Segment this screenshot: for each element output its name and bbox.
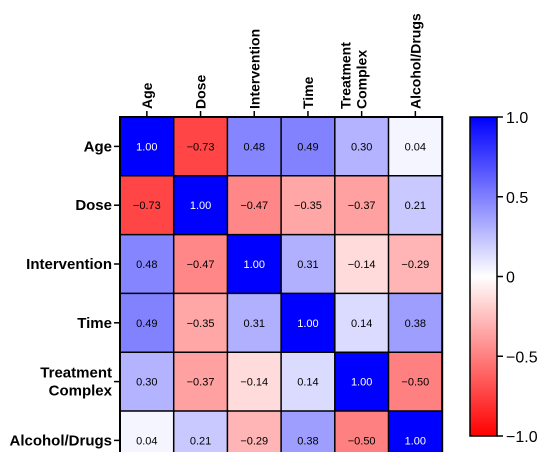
row-label: Intervention — [26, 256, 112, 273]
cell-value-label: 1.00 — [244, 259, 265, 271]
heatmap-cell — [227, 411, 282, 452]
cell-value-label: −0.73 — [133, 200, 161, 212]
heatmap-cell — [120, 234, 174, 294]
cell-value-label: −0.29 — [401, 259, 429, 271]
cell-value-label: 0.48 — [244, 141, 265, 153]
colorbar-gradient — [469, 116, 498, 437]
heatmap-cell — [227, 293, 282, 353]
column-label: Alcohol/Drugs — [407, 13, 423, 109]
heatmap-cell — [334, 411, 389, 452]
cell-value-label: −0.47 — [240, 200, 268, 212]
cell-value-label: 0.31 — [244, 318, 265, 330]
heatmap-cells: 1.00 −0.73 0.48 0.49 0.30 0.04 −0.73 1.00 −0.47 −… — [120, 117, 443, 452]
heatmap-cell — [388, 117, 443, 177]
column-label: Age — [139, 82, 155, 109]
cell-value-label: 0.30 — [351, 141, 372, 153]
heatmap-cell — [388, 293, 443, 353]
column-labels: Age Dose Intervention Time Treatment Complex A… — [139, 13, 423, 117]
cell-value-label: 0.21 — [190, 435, 211, 447]
cell-value-label: 1.00 — [136, 141, 157, 153]
heatmap-cell — [173, 293, 228, 353]
heatmap-gridlines — [119, 116, 444, 452]
column-label: Intervention — [246, 29, 262, 109]
cell-value-label: −0.14 — [348, 259, 376, 271]
cell-value-label: 0.30 — [136, 377, 157, 389]
heatmap-cell — [334, 234, 389, 294]
cell-value-label: 0.38 — [405, 318, 426, 330]
cell-value-label: −0.35 — [187, 318, 215, 330]
heatmap-cell — [173, 117, 228, 177]
colorbar-tick-label: 1.0 — [506, 110, 528, 127]
column-label: Time — [300, 76, 316, 109]
column-label: Complex — [354, 50, 370, 109]
heatmap-cell — [173, 411, 228, 452]
colorbar-tick-label: −0.5 — [506, 349, 538, 366]
heatmap-cell — [388, 175, 443, 235]
cell-value-label: 1.00 — [297, 318, 318, 330]
heatmap-cell — [281, 411, 336, 452]
colorbar-tick-label: 0 — [506, 270, 515, 287]
cell-value-label: 1.00 — [351, 377, 372, 389]
heatmap-cell — [120, 293, 174, 353]
heatmap-cell — [120, 352, 174, 412]
cell-value-label: 0.49 — [297, 141, 318, 153]
row-label: Dose — [75, 197, 112, 214]
cell-value-label: 0.14 — [351, 318, 372, 330]
heatmap-cell — [388, 234, 443, 294]
cell-value-label: −0.50 — [348, 435, 376, 447]
row-label: Time — [77, 315, 112, 332]
heatmap-cell — [281, 293, 336, 353]
heatmap-cell — [227, 175, 282, 235]
cell-value-label: −0.73 — [187, 141, 215, 153]
cell-value-label: 0.04 — [136, 435, 157, 447]
heatmap-cell — [120, 117, 174, 177]
colorbar-tick-label: 0.5 — [506, 190, 528, 207]
cell-value-label: −0.29 — [240, 435, 268, 447]
heatmap-cell — [334, 175, 389, 235]
heatmap-cell — [334, 352, 389, 412]
row-label: Alcohol/Drugs — [9, 432, 112, 449]
heatmap-cell — [281, 352, 336, 412]
colorbar-tick-label: −1.0 — [506, 429, 538, 446]
heatmap-cell — [281, 117, 336, 177]
heatmap-cell — [173, 175, 228, 235]
heatmap-cell — [334, 117, 389, 177]
heatmap-cell — [173, 352, 228, 412]
cell-value-label: −0.14 — [240, 377, 268, 389]
cell-value-label: −0.50 — [401, 377, 429, 389]
cell-value-label: −0.35 — [294, 200, 322, 212]
row-label: Complex — [49, 383, 113, 400]
heatmap-cell — [227, 117, 282, 177]
cell-value-label: 0.49 — [136, 318, 157, 330]
column-label: Treatment — [338, 42, 354, 109]
heatmap-cell — [227, 352, 282, 412]
heatmap-cell — [281, 234, 336, 294]
cell-value-label: 0.04 — [405, 141, 426, 153]
cell-value-label: 0.14 — [297, 377, 318, 389]
column-label: Dose — [193, 75, 209, 109]
heatmap-cell — [388, 352, 443, 412]
heatmap-cell — [334, 293, 389, 353]
cell-value-label: 0.21 — [405, 200, 426, 212]
cell-value-label: −0.37 — [348, 200, 376, 212]
cell-value-label: 0.38 — [297, 435, 318, 447]
row-label: Age — [84, 138, 112, 155]
cell-value-label: 1.00 — [405, 435, 426, 447]
heatmap-cell — [227, 234, 282, 294]
heatmap-cell — [281, 175, 336, 235]
cell-value-label: 1.00 — [190, 200, 211, 212]
heatmap-cell — [388, 411, 443, 452]
heatmap-cell — [120, 411, 174, 452]
heatmap-cell — [173, 234, 228, 294]
heatmap-cell — [120, 175, 174, 235]
row-label: Treatment — [40, 365, 112, 382]
cell-value-label: −0.47 — [187, 259, 215, 271]
cell-value-label: 0.48 — [136, 259, 157, 271]
cell-value-label: −0.37 — [187, 377, 215, 389]
cell-value-label: 0.31 — [297, 259, 318, 271]
heatmap-border — [119, 116, 444, 452]
colorbar: 1.0 0.5 0 −0.5 −1.0 — [469, 110, 538, 446]
